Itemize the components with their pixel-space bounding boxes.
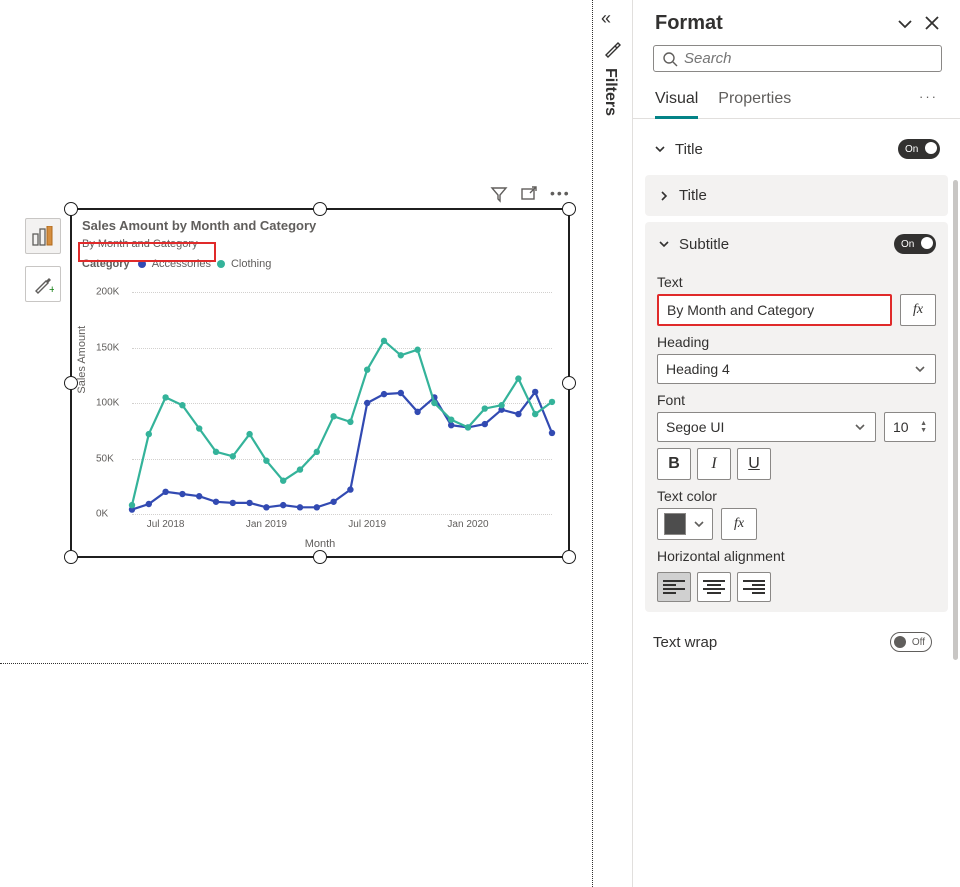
format-tabs: Visual Properties ···: [633, 84, 960, 119]
close-icon[interactable]: [924, 15, 942, 33]
y-tick-label: 150K: [96, 342, 119, 353]
font-family-select[interactable]: Segoe UI: [657, 412, 876, 442]
resize-handle[interactable]: [313, 202, 327, 216]
expand-filters-icon[interactable]: «: [601, 8, 611, 29]
plot-area: 0K50K100K150K200KJul 2018Jan 2019Jul 201…: [132, 292, 552, 514]
filters-label[interactable]: Filters: [601, 68, 619, 116]
x-axis-label: Month: [82, 538, 558, 550]
x-tick-label: Jul 2019: [348, 519, 386, 530]
y-tick-label: 200K: [96, 287, 119, 298]
subtitle-text-fx-button[interactable]: fx: [900, 294, 936, 326]
resize-handle[interactable]: [64, 550, 78, 564]
font-size-value: 10: [893, 419, 909, 435]
heading-value: Heading 4: [666, 361, 730, 377]
heading-field-label: Heading: [645, 326, 948, 354]
italic-button[interactable]: I: [697, 448, 731, 480]
align-center-button[interactable]: [697, 572, 731, 602]
visual-toolbar: +: [25, 218, 63, 314]
subtitle-card-label: Subtitle: [679, 236, 886, 253]
textwrap-row: Text wrap Off: [645, 618, 948, 652]
chevron-down-icon: [913, 362, 927, 376]
textcolor-fx-button[interactable]: fx: [721, 508, 757, 540]
legend-swatch-clothing: [217, 260, 225, 268]
chevron-down-icon: [657, 237, 671, 251]
chevron-down-icon: [692, 517, 706, 531]
subtitle-toggle[interactable]: On: [894, 234, 936, 254]
tab-properties[interactable]: Properties: [718, 84, 791, 118]
tabs-more-icon[interactable]: ···: [919, 89, 938, 114]
title-card-header[interactable]: Title: [645, 175, 948, 216]
line-chart-visual[interactable]: ••• Sales Amount by Month and Category B…: [70, 208, 570, 558]
heading-select[interactable]: Heading 4: [657, 354, 936, 384]
subtitle-text-input[interactable]: By Month and Category: [657, 294, 892, 326]
textcolor-picker[interactable]: [657, 508, 713, 540]
subtitle-highlight: [78, 242, 216, 262]
resize-handle[interactable]: [562, 202, 576, 216]
font-size-input[interactable]: 10 ▲▼: [884, 412, 936, 442]
scrollbar[interactable]: [953, 180, 958, 660]
chevron-down-icon: [853, 420, 867, 434]
y-tick-label: 0K: [96, 509, 108, 520]
format-title: Format: [655, 12, 886, 35]
align-right-button[interactable]: [737, 572, 771, 602]
title-card: Title: [645, 175, 948, 216]
bold-button[interactable]: B: [657, 448, 691, 480]
search-wrap: [653, 45, 942, 72]
search-box[interactable]: [653, 45, 942, 72]
subtitle-card-header[interactable]: Subtitle On: [645, 222, 948, 266]
chevron-down-icon: [653, 142, 667, 156]
section-title-label: Title: [675, 141, 890, 158]
visual-header-actions: •••: [490, 185, 568, 203]
textwrap-toggle[interactable]: Off: [890, 632, 932, 652]
expand-down-icon[interactable]: [896, 15, 914, 33]
underline-button[interactable]: U: [737, 448, 771, 480]
svg-text:+: +: [49, 284, 54, 295]
subtitle-card: Subtitle On Text By Month and Category f…: [645, 222, 948, 612]
textcolor-swatch: [664, 513, 686, 535]
chart-body: Sales Amount 0K50K100K150K200KJul 2018Ja…: [82, 292, 558, 536]
focus-mode-icon[interactable]: [520, 185, 538, 203]
more-options-icon[interactable]: •••: [550, 185, 568, 203]
title-toggle[interactable]: On: [898, 139, 940, 159]
report-canvas[interactable]: + ••• Sales Amount by Month and Category…: [0, 0, 588, 887]
filter-icon[interactable]: [490, 185, 508, 203]
tab-visual[interactable]: Visual: [655, 84, 698, 118]
halign-field-label: Horizontal alignment: [645, 540, 948, 568]
format-sections: Title On Title Subtitle On Text By Month…: [633, 119, 960, 652]
text-field-label: Text: [645, 266, 948, 294]
x-tick-label: Jan 2019: [246, 519, 287, 530]
y-tick-label: 50K: [96, 453, 114, 464]
resize-handle[interactable]: [562, 550, 576, 564]
resize-handle[interactable]: [562, 376, 576, 390]
subtitle-text-value: By Month and Category: [667, 302, 814, 318]
search-input[interactable]: [684, 50, 933, 67]
build-visual-button[interactable]: [25, 218, 61, 254]
x-tick-label: Jan 2020: [447, 519, 488, 530]
chevron-right-icon: [657, 189, 671, 203]
font-size-spinner[interactable]: ▲▼: [920, 420, 927, 434]
title-card-label: Title: [679, 187, 936, 204]
textcolor-field-label: Text color: [645, 480, 948, 508]
format-header: Format: [633, 0, 960, 45]
font-family-value: Segoe UI: [666, 419, 724, 435]
resize-handle[interactable]: [64, 376, 78, 390]
section-title-header[interactable]: Title On: [645, 129, 948, 169]
align-left-button[interactable]: [657, 572, 691, 602]
canvas-divider: [0, 663, 588, 664]
y-tick-label: 100K: [96, 398, 119, 409]
format-painter-icon[interactable]: [603, 40, 621, 58]
legend-label-clothing: Clothing: [231, 258, 271, 270]
search-icon: [662, 51, 678, 67]
filters-pane-collapsed: « Filters: [592, 0, 632, 887]
format-pane: Format Visual Properties ··· Title On Ti…: [632, 0, 960, 887]
x-tick-label: Jul 2018: [147, 519, 185, 530]
resize-handle[interactable]: [313, 550, 327, 564]
resize-handle[interactable]: [64, 202, 78, 216]
font-field-label: Font: [645, 384, 948, 412]
textwrap-label: Text wrap: [653, 634, 890, 651]
format-visual-button[interactable]: +: [25, 266, 61, 302]
